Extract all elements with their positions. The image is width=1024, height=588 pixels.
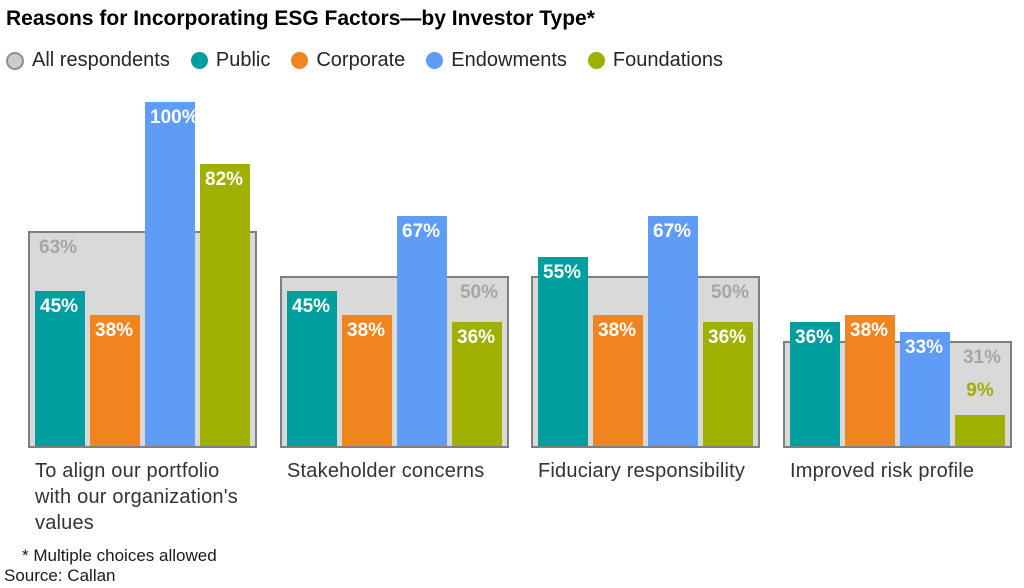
bar-corporate: 38% [593, 315, 643, 446]
footnote-multiple-choices: * Multiple choices allowed [22, 546, 217, 565]
bar-foundations: 36% [452, 322, 502, 446]
bar-corporate: 38% [845, 315, 895, 446]
bar-group-3: 50% 55% 38% 67% 36% Fiduciary responsibility [531, 0, 760, 482]
bar-value-label: 33% [905, 337, 944, 358]
bar-value-label: 45% [40, 296, 79, 317]
bar-endowments: 67% [397, 216, 447, 446]
bar-value-label: 36% [708, 327, 747, 348]
bar-value-label: 9% [966, 380, 994, 401]
legend-dot-endowments [426, 52, 444, 69]
chart-title: Reasons for Incorporating ESG Factors—by… [6, 7, 595, 30]
bar-value-label: 38% [598, 320, 637, 341]
legend-dot-public [190, 52, 208, 69]
bar-value-label: 38% [347, 320, 386, 341]
legend-item-all-respondents: All respondents [6, 49, 170, 72]
bar-group-1: 63% 45% 38% 100% 82% To align our portfolio w… [28, 0, 257, 534]
bar-endowments: 100% [145, 102, 199, 446]
all-respondents-value-label: 31% [962, 347, 1001, 368]
bar-group-4: 31% 36% 38% 33% 9% Improved risk profile [783, 0, 1012, 482]
footnote-source: Source: Callan [4, 566, 116, 585]
bar-public: 45% [287, 291, 337, 446]
legend-label: All respondents [32, 49, 170, 71]
legend-item-endowments: Endowments [426, 49, 567, 72]
legend-label: Public [215, 49, 271, 71]
category-label: Fiduciary responsibility [538, 460, 746, 482]
all-respondents-value-label: 63% [39, 237, 78, 258]
legend-item-public: Public [190, 49, 271, 72]
bar-public: 36% [790, 322, 840, 446]
bar-value-label: 100% [150, 107, 199, 128]
bar-value-label: 38% [95, 320, 134, 341]
bar-value-label: 67% [653, 221, 692, 242]
bar-foundations: 9% [955, 380, 1005, 446]
legend-dot-corporate [291, 52, 309, 69]
legend-label: Endowments [451, 49, 567, 71]
bar-endowments: 33% [900, 332, 950, 446]
all-respondents-value-label: 50% [459, 282, 498, 303]
bar-value-label: 82% [205, 169, 244, 190]
legend-dot-all-respondents [6, 51, 24, 70]
bar-corporate: 38% [342, 315, 392, 446]
bar-foundations: 82% [200, 164, 250, 446]
legend-item-corporate: Corporate [291, 49, 405, 72]
legend-label: Corporate [316, 49, 406, 71]
legend-dot-foundations [587, 52, 605, 69]
category-label: To align our portfolio with our organiza… [35, 460, 238, 534]
bar-value-label: 45% [292, 296, 331, 317]
bar-chart: 63% 45% 38% 100% 82% To align our portfolio w… [28, 0, 1012, 534]
bar-value-label: 67% [402, 221, 441, 242]
bar-value-label: 38% [850, 320, 889, 341]
bar-corporate: 38% [90, 315, 140, 446]
category-label: Stakeholder concerns [287, 460, 485, 482]
bar-value-label: 36% [457, 327, 496, 348]
legend-label: Foundations [612, 49, 723, 71]
bar-value-label: 36% [795, 327, 834, 348]
bar-value-label: 55% [543, 262, 582, 283]
bar-public: 55% [538, 257, 588, 446]
all-respondents-value-label: 50% [710, 282, 749, 303]
legend-item-foundations: Foundations [587, 49, 723, 72]
legend: All respondents Public Corporate Endowments… [6, 49, 723, 72]
bar-public: 45% [35, 291, 85, 446]
category-label: Improved risk profile [790, 460, 975, 482]
bar-group-2: 50% 45% 38% 67% 36% Stakeholder concerns [280, 0, 509, 482]
bar-foundations: 36% [703, 322, 753, 446]
bar-endowments: 67% [648, 216, 698, 446]
